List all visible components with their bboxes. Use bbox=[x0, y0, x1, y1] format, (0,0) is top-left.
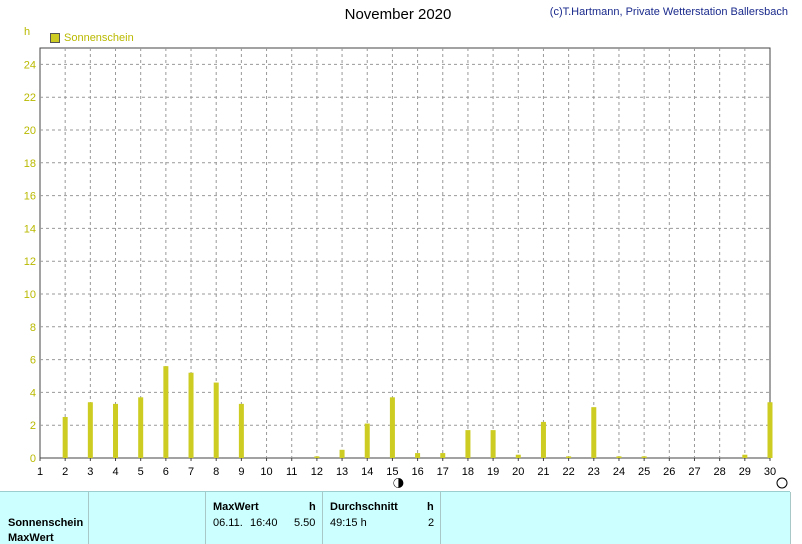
sunshine-bar bbox=[213, 382, 219, 458]
y-tick-label: 4 bbox=[30, 387, 36, 399]
panel-empty-cell bbox=[440, 492, 791, 544]
sunshine-bar bbox=[440, 453, 446, 458]
x-tick-label: 8 bbox=[213, 466, 219, 478]
sunshine-bar bbox=[616, 456, 622, 458]
sunshine-bar bbox=[515, 454, 521, 458]
full-moon-icon bbox=[776, 477, 788, 489]
legend-swatch bbox=[50, 33, 60, 43]
durchschnitt-unit: h bbox=[427, 501, 434, 513]
x-tick-label: 30 bbox=[764, 466, 776, 478]
y-tick-label: 16 bbox=[24, 191, 36, 203]
sunshine-bar bbox=[62, 417, 68, 458]
x-tick-label: 4 bbox=[112, 466, 118, 478]
maxwert-date: 06.11. bbox=[213, 517, 243, 529]
panel-empty-cell bbox=[88, 492, 206, 544]
x-tick-label: 5 bbox=[138, 466, 144, 478]
moon-layer bbox=[393, 477, 788, 489]
x-tick-label: 6 bbox=[163, 466, 169, 478]
bar-layer bbox=[62, 366, 773, 458]
x-tick-label: 9 bbox=[238, 466, 244, 478]
x-tick-label: 20 bbox=[512, 466, 524, 478]
durchschnitt-value: 49:15 h bbox=[330, 517, 367, 529]
sunshine-bar bbox=[490, 430, 496, 458]
y-tick-label: 10 bbox=[24, 289, 36, 301]
y-tick-label: 18 bbox=[24, 158, 36, 170]
grid-layer bbox=[39, 47, 771, 461]
x-tick-label: 26 bbox=[663, 466, 675, 478]
x-tick-label: 1 bbox=[37, 466, 43, 478]
x-tick-label: 29 bbox=[739, 466, 751, 478]
y-tick-label: 6 bbox=[30, 355, 36, 367]
sunshine-bar bbox=[339, 449, 345, 458]
copyright-text: (c)T.Hartmann, Private Wetterstation Bal… bbox=[549, 6, 788, 18]
y-tick-label: 2 bbox=[30, 420, 36, 432]
moon-highlight bbox=[393, 478, 399, 488]
x-tick-label: 28 bbox=[714, 466, 726, 478]
y-tick-label: 20 bbox=[24, 125, 36, 137]
x-tick-label: 25 bbox=[638, 466, 650, 478]
y-tick-label: 14 bbox=[24, 223, 36, 235]
sunshine-bar bbox=[188, 372, 194, 458]
sunshine-bar bbox=[163, 366, 169, 458]
maxwert-unit: h bbox=[309, 501, 316, 513]
x-tick-label: 16 bbox=[411, 466, 423, 478]
durchschnitt-header: Durchschnitt bbox=[330, 501, 398, 513]
sunshine-bar bbox=[314, 456, 320, 458]
sunshine-bar bbox=[389, 397, 395, 458]
x-tick-label: 19 bbox=[487, 466, 499, 478]
durchschnitt-cell: Durchschnitt h 49:15 h 2 bbox=[322, 492, 441, 544]
sunshine-bar bbox=[364, 423, 370, 458]
stats-panel: Sonnenschein MaxWert MaxWert h 06.11. 16… bbox=[0, 491, 791, 544]
y-tick-label: 24 bbox=[24, 59, 36, 71]
sunshine-bar bbox=[238, 403, 244, 458]
x-tick-label: 22 bbox=[562, 466, 574, 478]
x-tick-label: 7 bbox=[188, 466, 194, 478]
x-tick-label: 21 bbox=[537, 466, 549, 478]
x-tick-label: 13 bbox=[336, 466, 348, 478]
x-tick-label: 2 bbox=[62, 466, 68, 478]
sunshine-bar bbox=[641, 456, 647, 458]
y-tick-label: 0 bbox=[30, 453, 36, 465]
chart-title: November 2020 bbox=[344, 6, 452, 23]
sunshine-bar bbox=[113, 403, 119, 458]
row-label-sunshine: Sonnenschein bbox=[8, 517, 84, 529]
maxwert-header: MaxWert bbox=[213, 501, 259, 513]
x-tick-label: 14 bbox=[361, 466, 373, 478]
y-tick-label: 12 bbox=[24, 256, 36, 268]
legend-label: Sonnenschein bbox=[64, 32, 134, 44]
sunshine-bar bbox=[415, 453, 421, 458]
sunshine-bar bbox=[465, 430, 471, 458]
sunshine-bar bbox=[566, 456, 572, 458]
maxwert-time: 16:40 bbox=[250, 517, 278, 529]
x-tick-label: 12 bbox=[311, 466, 323, 478]
sunshine-bar bbox=[742, 454, 748, 458]
y-tick-label: 8 bbox=[30, 322, 36, 334]
sunshine-bar bbox=[87, 402, 93, 458]
x-tick-label: 3 bbox=[87, 466, 93, 478]
sunshine-bar bbox=[767, 402, 773, 458]
x-tick-label: 17 bbox=[437, 466, 449, 478]
x-tick-label: 18 bbox=[462, 466, 474, 478]
row-label-maxwert: MaxWert bbox=[8, 532, 54, 544]
x-tick-label: 27 bbox=[688, 466, 700, 478]
x-tick-label: 10 bbox=[260, 466, 272, 478]
y-tick-label: 22 bbox=[24, 92, 36, 104]
sunshine-bar bbox=[138, 397, 144, 458]
maxwert-value: 5.50 bbox=[294, 517, 316, 529]
plot-frame bbox=[39, 47, 771, 459]
x-tick-label: 15 bbox=[386, 466, 398, 478]
maxwert-cell: MaxWert h 06.11. 16:40 5.50 bbox=[205, 492, 323, 544]
sunshine-bar bbox=[540, 421, 546, 458]
legend: Sonnenschein bbox=[50, 32, 134, 44]
sunshine-bar bbox=[591, 407, 597, 458]
x-tick-label: 11 bbox=[286, 466, 297, 478]
x-tick-label: 23 bbox=[588, 466, 600, 478]
x-tick-label: 24 bbox=[613, 466, 625, 478]
y-axis-unit-label: h bbox=[24, 26, 31, 38]
durchschnitt-count: 2 bbox=[428, 517, 435, 529]
